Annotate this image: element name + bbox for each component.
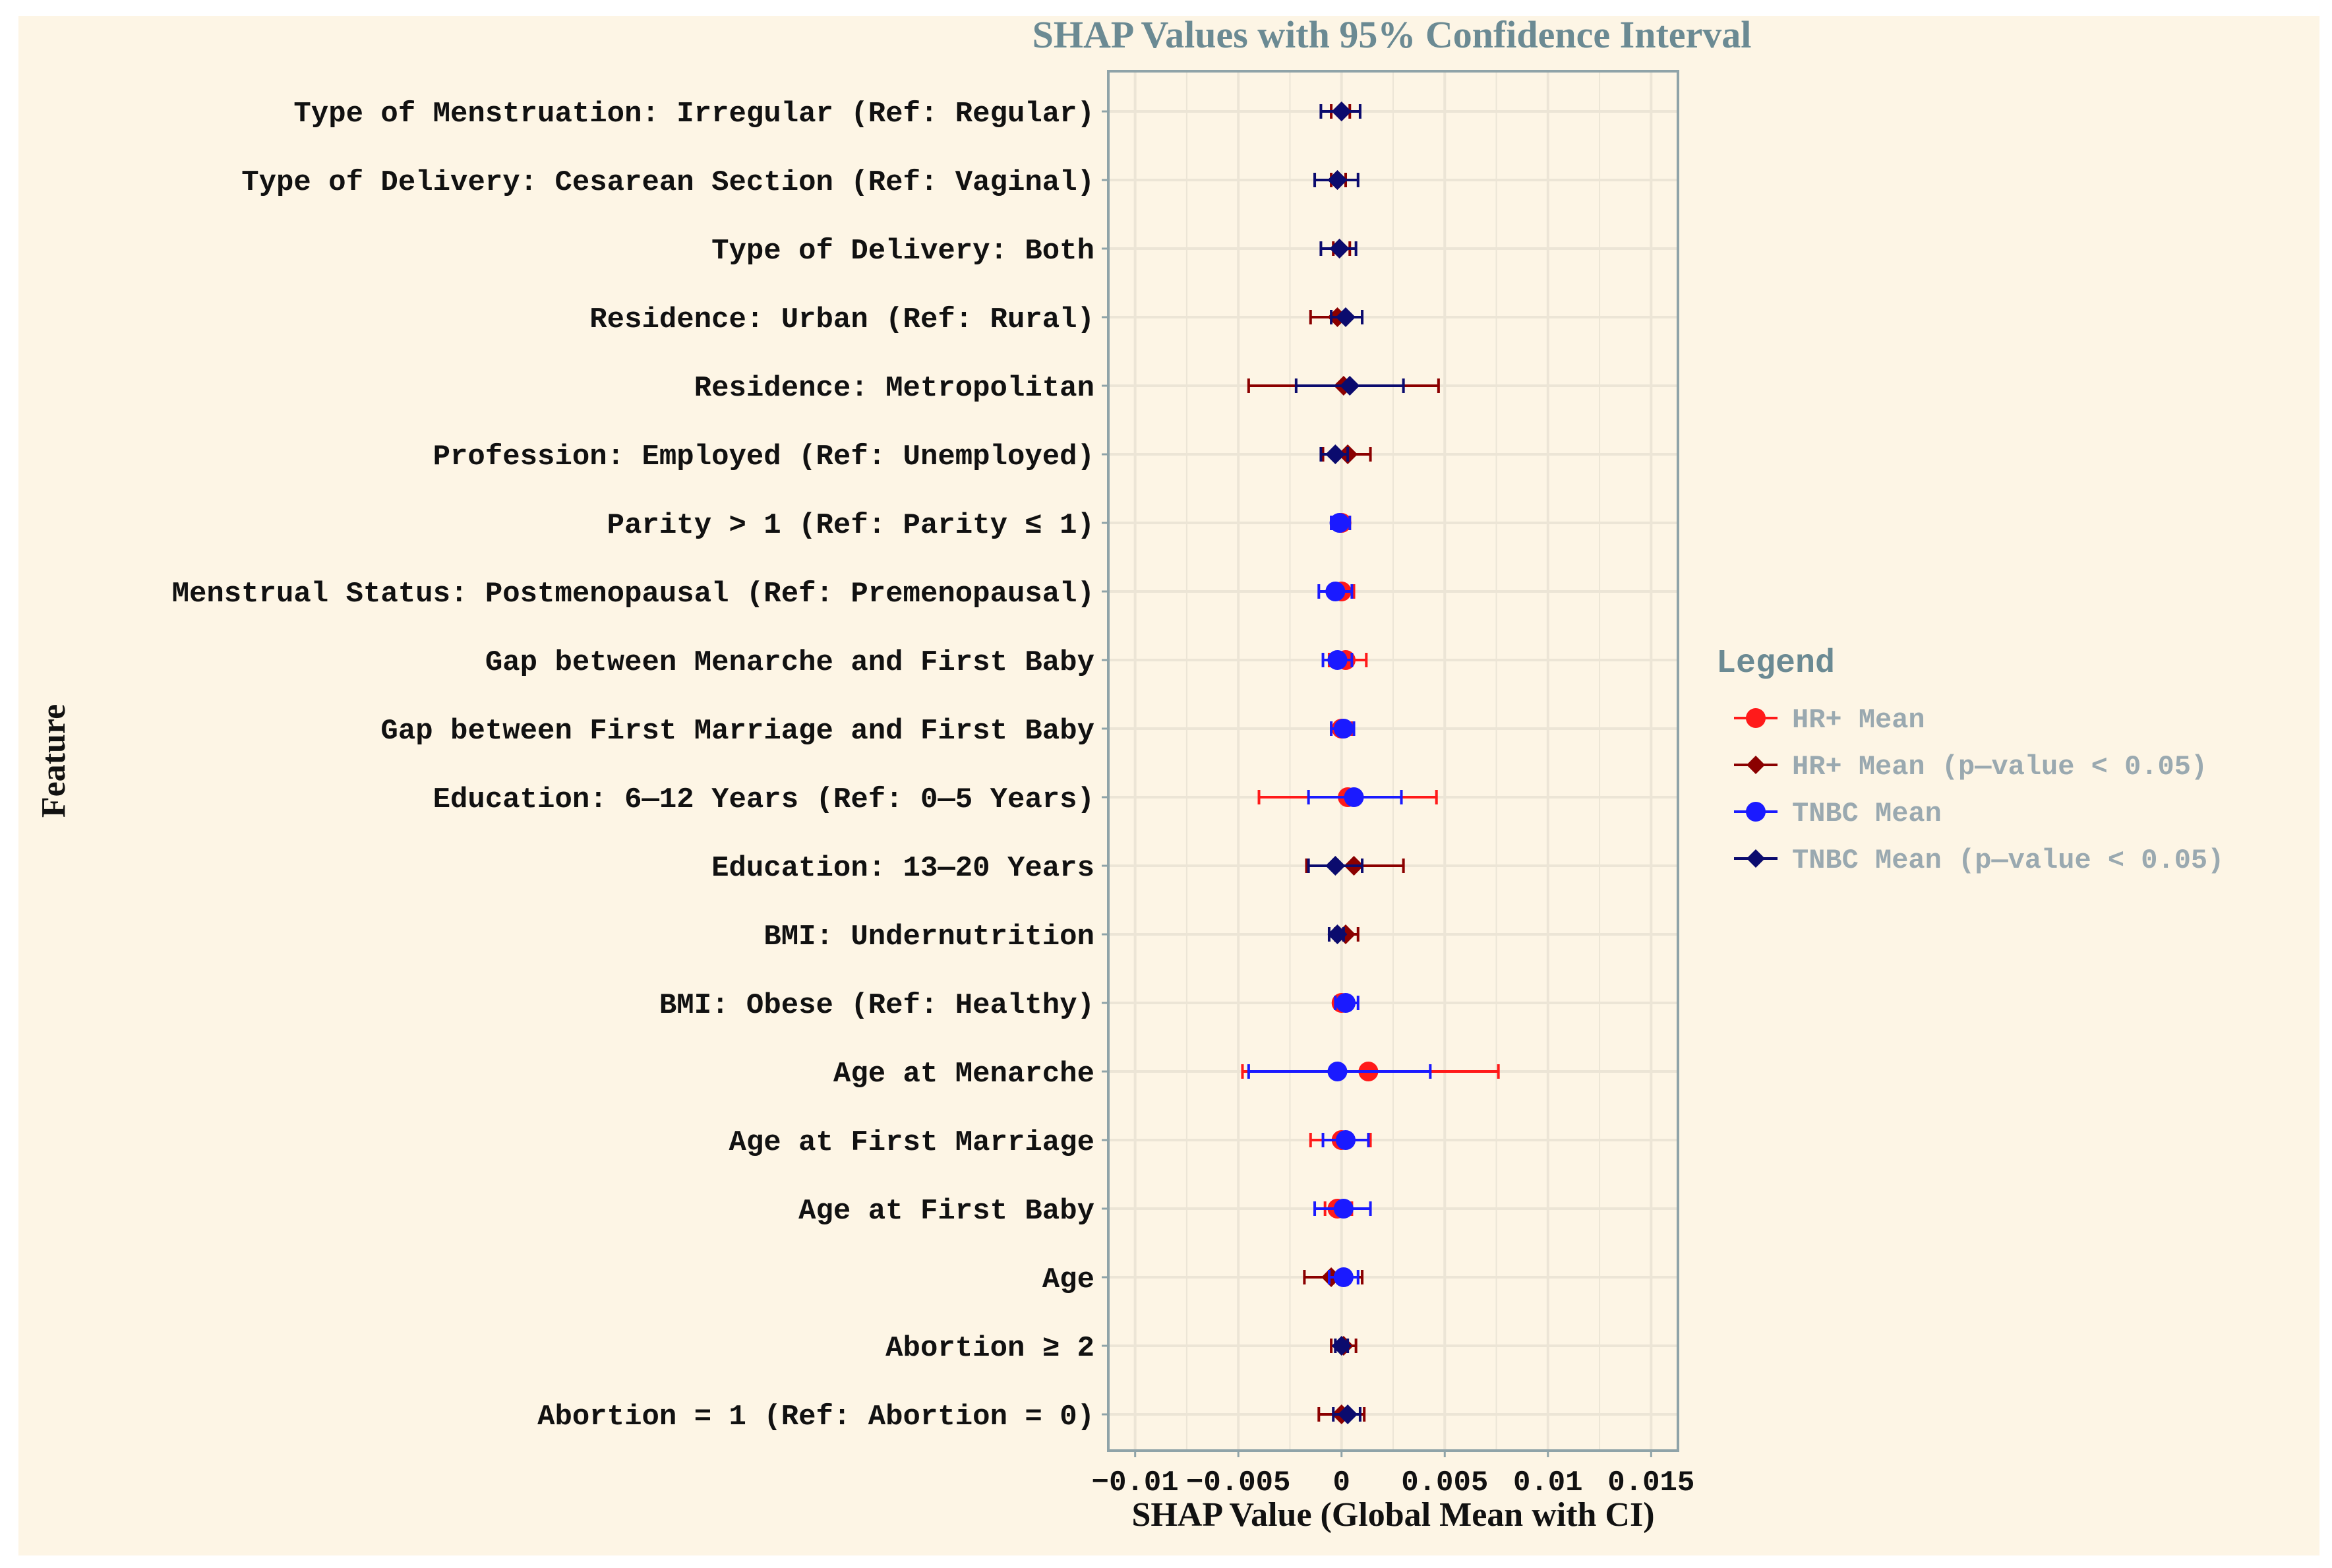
legend-circle-marker: [1746, 708, 1766, 728]
legend-label: TNBC Mean (p—value < 0.05): [1792, 845, 2224, 876]
chart-title: SHAP Values with 95% Confidence Interval: [1032, 16, 1752, 56]
data-series: [1241, 102, 1500, 1424]
x-tick-label: 0.005: [1401, 1466, 1488, 1499]
feature-label: Type of Menstruation: Irregular (Ref: Re…: [293, 98, 1094, 131]
feature-label: Abortion ≥ 2: [885, 1332, 1094, 1365]
x-tick-label: 0.01: [1513, 1466, 1583, 1499]
x-tick-label: −0.01: [1092, 1466, 1179, 1499]
feature-labels: Type of Menstruation: Irregular (Ref: Re…: [172, 98, 1108, 1433]
legend-entry-tn: TNBC Mean: [1734, 798, 1942, 829]
tnbc-mean-diamond: [1329, 239, 1350, 258]
feature-label: Age at Menarche: [833, 1058, 1094, 1091]
tnbc-mean-point: [1333, 1199, 1354, 1219]
legend-title: Legend: [1716, 645, 1835, 682]
shap-forest-plot: Type of Menstruation: Irregular (Ref: Re…: [35, 16, 2224, 1534]
x-tick-label: 0: [1333, 1466, 1350, 1499]
tnbc-series: [1307, 856, 1364, 876]
tnbc-series: [1334, 993, 1360, 1013]
tnbc-mean-diamond: [1325, 856, 1346, 876]
x-axis-title: SHAP Value (Global Mean with CI): [1131, 1496, 1654, 1534]
tnbc-mean-diamond: [1336, 307, 1356, 327]
tnbc-series: [1329, 513, 1352, 533]
tnbc-mean-point: [1327, 650, 1348, 670]
tnbc-mean-point: [1325, 582, 1346, 601]
legend-label: HR+ Mean: [1792, 704, 1925, 736]
legend-diamond-marker: [1747, 849, 1765, 868]
tnbc-series: [1319, 102, 1361, 121]
feature-label: Age at First Marriage: [729, 1126, 1095, 1159]
feature-label: Type of Delivery: Both: [711, 235, 1094, 268]
tnbc-series: [1317, 582, 1354, 601]
tnbc-mean-diamond: [1327, 924, 1348, 944]
tnbc-series: [1327, 1267, 1360, 1287]
tnbc-series: [1313, 170, 1360, 190]
tnbc-mean-diamond: [1338, 1404, 1358, 1424]
tnbc-mean-diamond: [1325, 444, 1346, 464]
tnbc-series: [1321, 650, 1354, 670]
legend-entry-hr: HR+ Mean: [1734, 704, 1925, 736]
feature-label: BMI: Undernutrition: [763, 920, 1094, 953]
feature-label: Education: 6—12 Years (Ref: 0—5 Years): [433, 783, 1094, 816]
tnbc-mean-point: [1336, 1130, 1356, 1150]
feature-label: Education: 13—20 Years: [711, 852, 1094, 885]
tnbc-mean-point: [1327, 1062, 1348, 1081]
tnbc-series: [1321, 1130, 1370, 1150]
feature-label: Age: [1042, 1263, 1094, 1296]
tnbc-series: [1331, 1336, 1352, 1356]
tnbc-mean-diamond: [1331, 1336, 1352, 1356]
x-axis-ticks: −0.01 −0.005 0 0.005 0.01 0.015: [1092, 1451, 1694, 1499]
legend-circle-marker: [1746, 802, 1766, 822]
plot-panel-border: [1107, 70, 1679, 1452]
chart-background: Type of Menstruation: Irregular (Ref: Re…: [18, 16, 2319, 1555]
tnbc-mean-diamond: [1327, 170, 1348, 190]
x-tick-label: 0.015: [1607, 1466, 1694, 1499]
feature-label: BMI: Obese (Ref: Healthy): [659, 989, 1094, 1022]
tnbc-series: [1327, 924, 1348, 944]
feature-label: Gap between First Marriage and First Bab…: [380, 715, 1094, 748]
feature-label: Menstrual Status: Postmenopausal (Ref: P…: [172, 578, 1094, 611]
feature-label: Abortion = 1 (Ref: Abortion = 0): [537, 1401, 1094, 1433]
tnbc-series: [1319, 239, 1358, 258]
legend: Legend HR+ Mean HR+ Mean (p—value < 0.05)…: [1716, 645, 2224, 876]
tnbc-series: [1294, 376, 1405, 396]
tnbc-mean-point: [1336, 993, 1356, 1013]
tnbc-mean-point: [1333, 719, 1354, 739]
y-axis-title: Feature: [35, 704, 73, 818]
legend-entry-tns: TNBC Mean (p—value < 0.05): [1734, 845, 2224, 876]
tnbc-series: [1332, 1404, 1361, 1424]
tnbc-series: [1330, 307, 1364, 327]
tnbc-mean-diamond: [1331, 102, 1352, 121]
feature-label: Type of Delivery: Cesarean Section (Ref:…: [241, 166, 1094, 199]
legend-entry-hrs: HR+ Mean (p—value < 0.05): [1734, 751, 2207, 783]
legend-label: HR+ Mean (p—value < 0.05): [1792, 751, 2207, 783]
tnbc-series: [1330, 719, 1356, 739]
legend-label: TNBC Mean: [1792, 798, 1942, 829]
feature-label: Profession: Employed (Ref: Unemployed): [433, 440, 1094, 473]
legend-diamond-marker: [1747, 756, 1765, 774]
tnbc-series: [1247, 1062, 1432, 1081]
feature-label: Gap between Menarche and First Baby: [485, 646, 1094, 679]
x-tick-label: −0.005: [1186, 1466, 1290, 1499]
feature-label: Residence: Metropolitan: [694, 372, 1094, 405]
tnbc-mean-point: [1329, 513, 1350, 533]
feature-label: Age at First Baby: [798, 1195, 1094, 1228]
legend-entries: HR+ Mean HR+ Mean (p—value < 0.05) TNBC Me…: [1734, 704, 2224, 876]
tnbc-series: [1319, 444, 1350, 464]
tnbc-series: [1307, 787, 1403, 807]
tnbc-mean-point: [1344, 787, 1364, 807]
tnbc-series: [1313, 1199, 1372, 1219]
tnbc-mean-point: [1333, 1267, 1354, 1287]
feature-label: Residence: Urban (Ref: Rural): [589, 303, 1094, 336]
tnbc-mean-diamond: [1340, 376, 1360, 396]
feature-label: Parity > 1 (Ref: Parity ≤ 1): [607, 509, 1094, 542]
